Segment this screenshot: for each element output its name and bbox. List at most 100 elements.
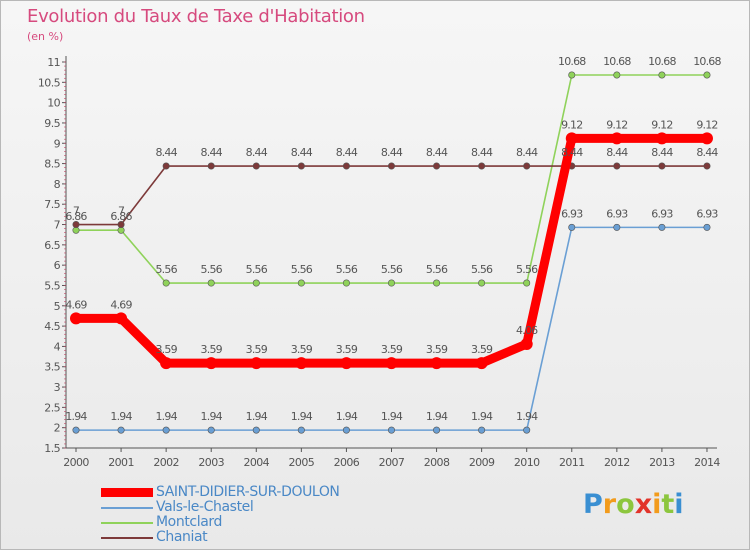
data-point — [430, 357, 443, 370]
data-label: 5.56 — [381, 263, 403, 276]
x-tick-label: 2009 — [469, 456, 495, 469]
data-label: 1.94 — [155, 410, 177, 423]
legend: SAINT-DIDIER-SUR-DOULON Vals-le-Chastel Mo… — [101, 485, 340, 545]
legend-label: SAINT-DIDIER-SUR-DOULON — [156, 484, 340, 500]
data-label: 10.68 — [603, 55, 631, 68]
data-point — [433, 279, 441, 287]
data-label: 1.94 — [471, 410, 493, 423]
data-point — [295, 357, 308, 370]
data-label: 3.59 — [426, 343, 448, 356]
data-label: 3.59 — [471, 343, 493, 356]
data-label: 5.56 — [426, 263, 448, 276]
y-tick-label: 7 — [54, 219, 61, 232]
data-label: 5.56 — [336, 263, 358, 276]
data-point — [610, 132, 623, 145]
y-tick-label: 4 — [54, 340, 61, 353]
legend-item: Vals-le-Chastel — [101, 500, 340, 515]
y-tick-label: 6.5 — [44, 239, 60, 252]
x-tick-label: 2004 — [243, 456, 269, 469]
y-tick-label: 5 — [54, 300, 61, 313]
data-label: 8.44 — [201, 146, 223, 159]
data-label: 8.44 — [155, 146, 177, 159]
series-line — [76, 133, 707, 368]
data-label: 5.56 — [201, 263, 223, 276]
legend-item: Chaniat — [101, 530, 340, 545]
data-label: 1.94 — [381, 410, 403, 423]
data-point — [162, 279, 170, 287]
legend-label: Vals-le-Chastel — [156, 499, 254, 515]
axes: 1.522.533.544.555.566.577.588.599.51010.… — [38, 56, 721, 469]
data-point — [478, 162, 486, 170]
x-tick-label: 2006 — [334, 456, 360, 469]
data-point — [297, 426, 305, 434]
x-tick-label: 2014 — [694, 456, 720, 469]
data-label: 3.59 — [155, 343, 177, 356]
data-point — [658, 223, 666, 231]
data-point — [72, 221, 80, 229]
data-label: 10.68 — [693, 55, 721, 68]
data-label: 1.94 — [246, 410, 268, 423]
data-point — [523, 279, 531, 287]
data-point — [162, 426, 170, 434]
data-label: 8.44 — [246, 146, 268, 159]
x-tick-label: 2011 — [559, 456, 585, 469]
data-label: 8.44 — [606, 146, 628, 159]
data-label: 3.59 — [291, 343, 313, 356]
data-point — [250, 357, 263, 370]
y-tick-label: 8 — [54, 178, 61, 191]
legend-label: Chaniat — [156, 529, 208, 545]
y-tick-label: 7.5 — [44, 198, 60, 211]
data-label: 4.69 — [65, 298, 87, 311]
data-label: 8.44 — [651, 146, 673, 159]
y-tick-label: 10.5 — [38, 76, 61, 89]
data-point — [703, 162, 711, 170]
data-point — [658, 71, 666, 79]
y-tick-label: 4.5 — [44, 320, 60, 333]
y-tick-label: 3 — [54, 381, 61, 394]
data-point — [568, 71, 576, 79]
y-tick-label: 5.5 — [44, 279, 60, 292]
data-label: 9.12 — [696, 118, 717, 131]
data-point — [205, 357, 218, 370]
data-label: 1.94 — [201, 410, 223, 423]
data-label: 8.44 — [381, 146, 403, 159]
data-point — [703, 71, 711, 79]
data-label: 1.94 — [426, 410, 448, 423]
x-tick-label: 2007 — [379, 456, 405, 469]
data-label: 8.44 — [516, 146, 538, 159]
data-label: 10.68 — [558, 55, 586, 68]
data-label: 7 — [118, 205, 125, 218]
data-point — [478, 426, 486, 434]
data-point — [568, 223, 576, 231]
legend-label: Montclard — [156, 514, 222, 530]
legend-item: SAINT-DIDIER-SUR-DOULON — [101, 485, 340, 500]
data-point — [433, 426, 441, 434]
series-line — [76, 226, 707, 431]
y-tick-label: 6 — [54, 259, 61, 272]
data-point — [297, 279, 305, 287]
data-label: 10.68 — [648, 55, 676, 68]
x-tick-label: 2013 — [649, 456, 675, 469]
data-label: 8.44 — [561, 146, 583, 159]
data-point — [252, 426, 260, 434]
data-label: 5.56 — [291, 263, 313, 276]
data-label: 6.93 — [651, 207, 673, 220]
legend-swatch — [101, 521, 153, 524]
data-point — [252, 279, 260, 287]
y-tick-label: 9.5 — [44, 117, 60, 130]
data-label: 6.86 — [65, 210, 87, 223]
y-tick-label: 10 — [47, 97, 60, 110]
data-point — [340, 357, 353, 370]
data-labels: 1.94 1.94 1.94 1.94 1.94 1.94 1.94 1.94 1.94 1.94… — [65, 55, 722, 423]
data-point — [387, 162, 395, 170]
legend-swatch — [101, 488, 153, 497]
data-label: 4.06 — [516, 324, 538, 337]
chart-subtitle: (en %) — [27, 30, 64, 43]
y-tick-label: 2 — [54, 422, 60, 435]
data-label: 1.94 — [65, 410, 87, 423]
data-point — [613, 223, 621, 231]
data-label: 5.56 — [516, 263, 538, 276]
data-point — [700, 132, 713, 145]
data-point — [207, 279, 215, 287]
data-label: 4.69 — [110, 298, 132, 311]
